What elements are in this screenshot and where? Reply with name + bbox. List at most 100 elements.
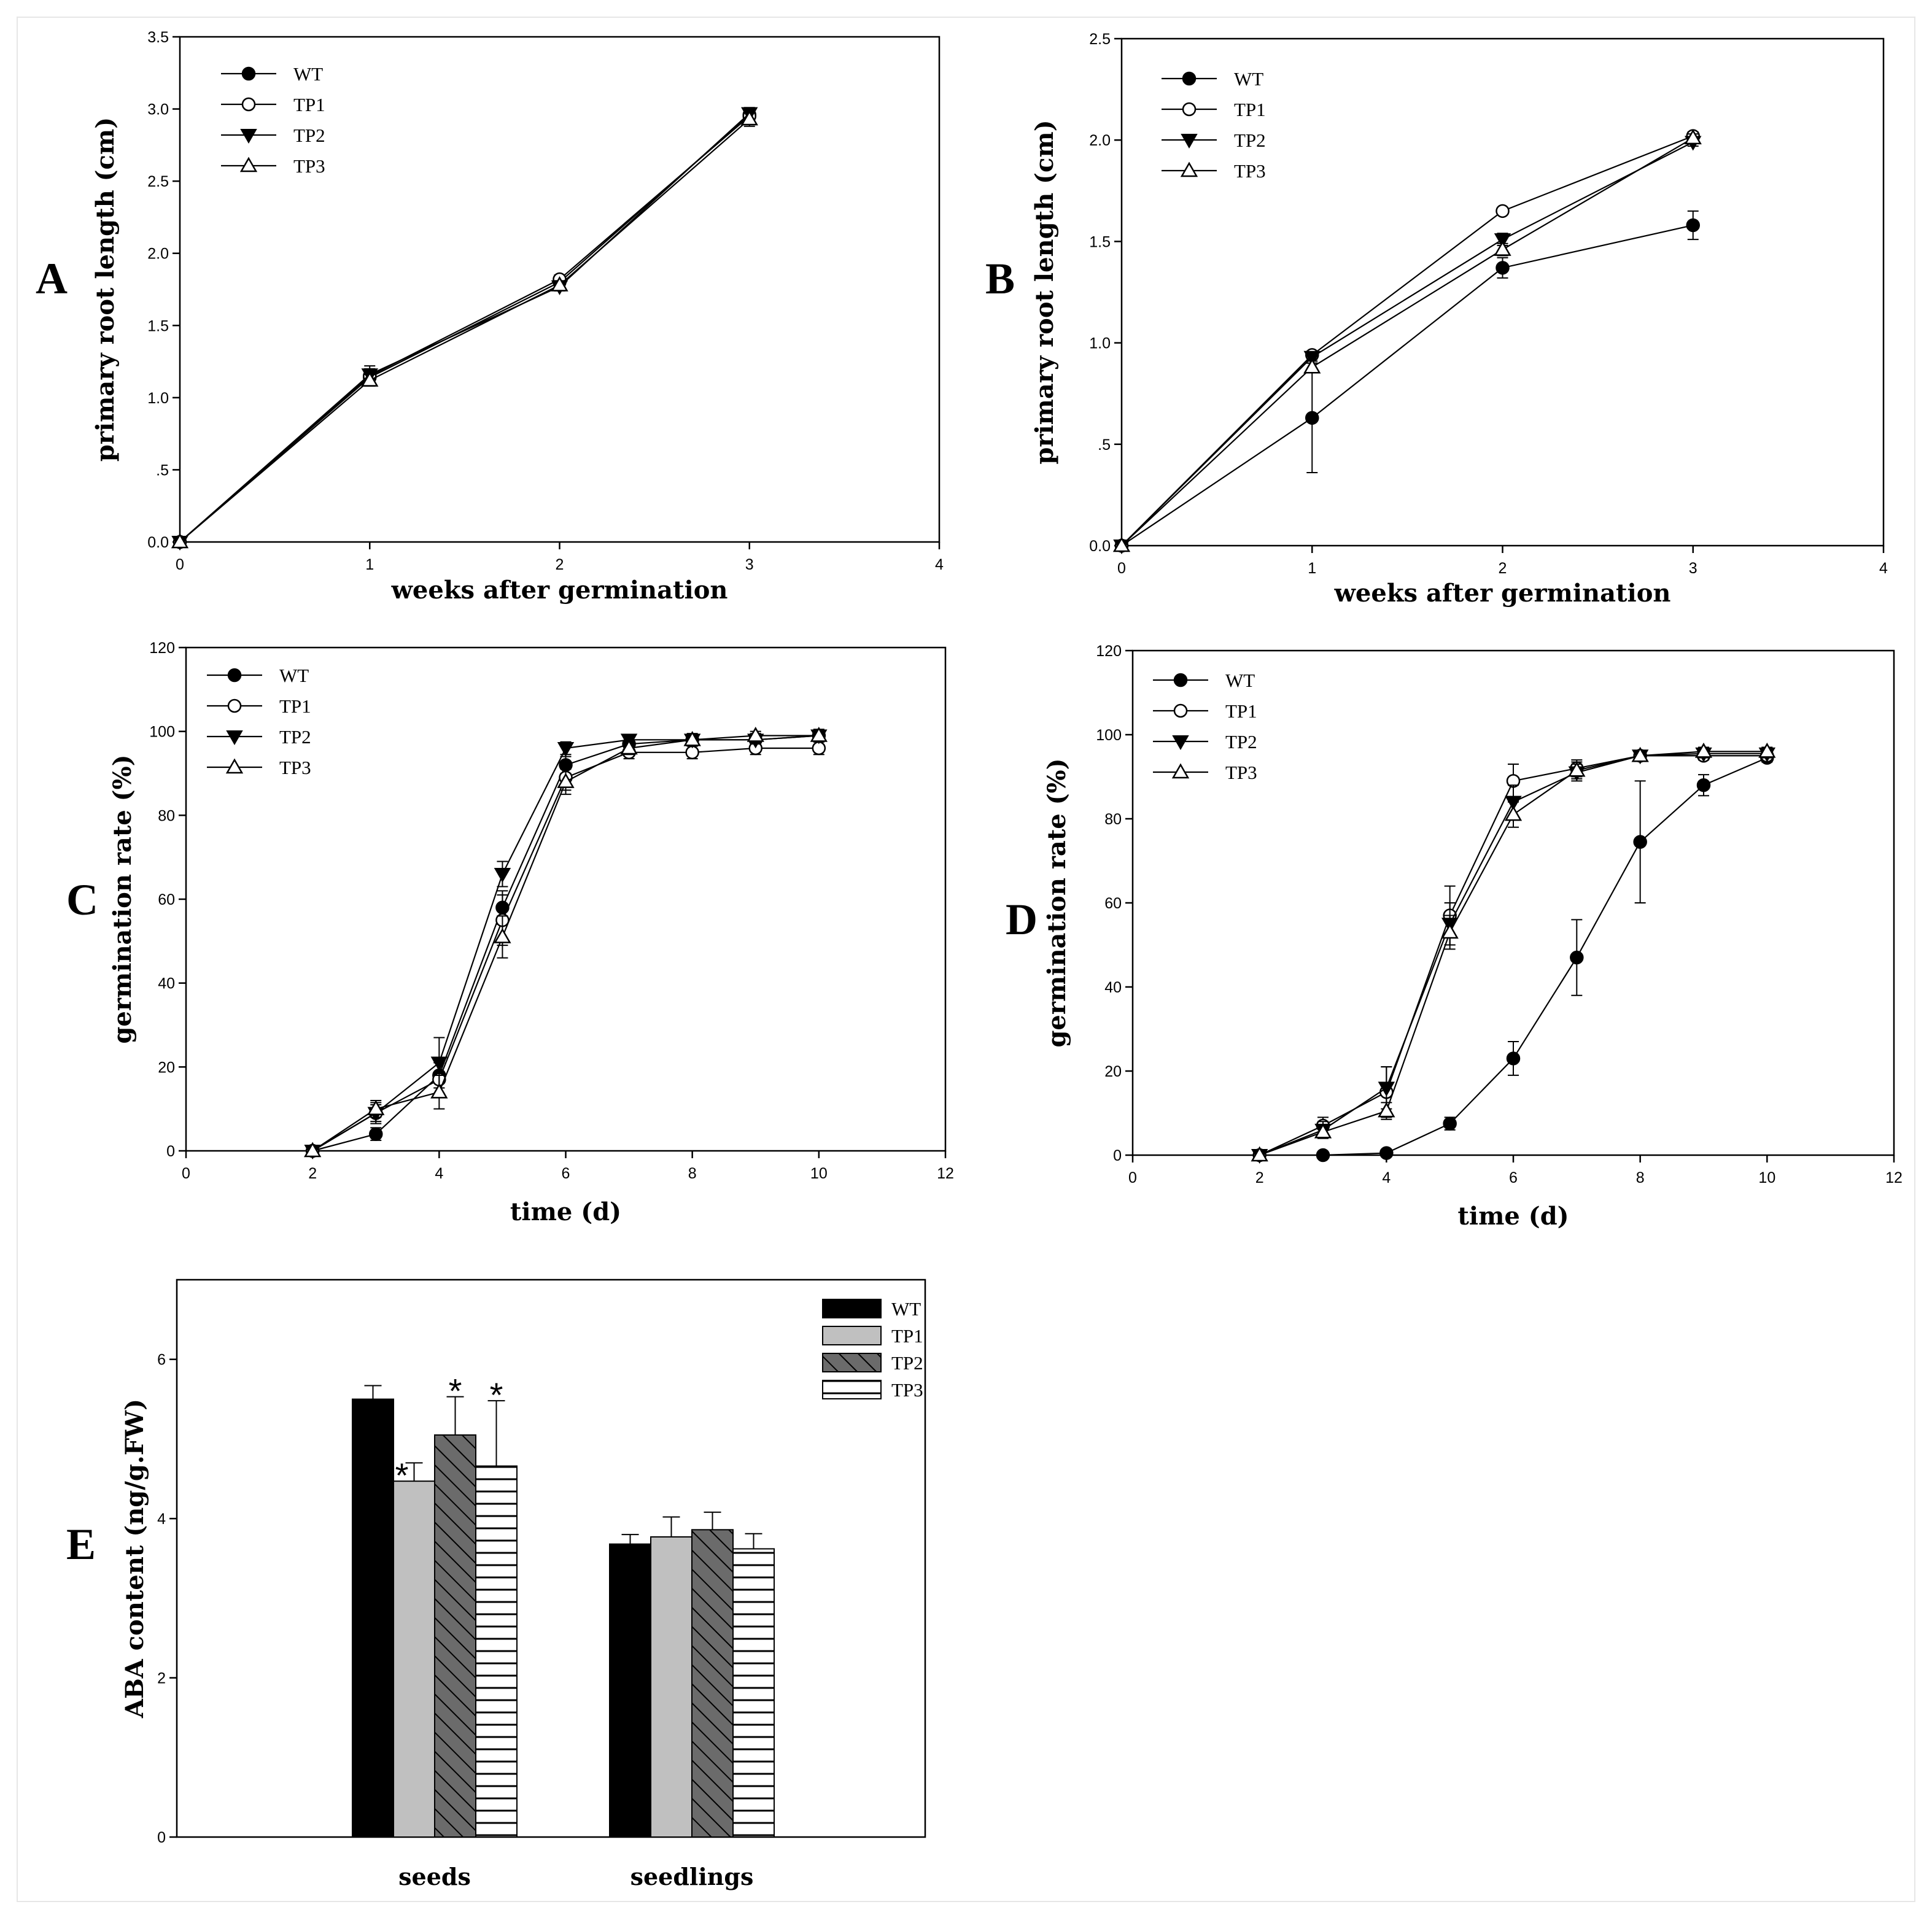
legend-label: TP1 — [293, 94, 325, 115]
y-tick-label: 100 — [149, 724, 175, 741]
y-tick-label: 100 — [1096, 727, 1122, 744]
x-tick-label: 8 — [688, 1165, 697, 1182]
x-tick-label: 0 — [182, 1165, 190, 1182]
series-tp2 — [1113, 136, 1702, 555]
legend-label: TP3 — [1234, 160, 1266, 182]
legend-label: TP1 — [1225, 700, 1257, 722]
series-tp1 — [305, 741, 826, 1158]
series-line — [1121, 137, 1694, 546]
y-tick-label: 1.0 — [147, 390, 169, 407]
data-point — [1494, 241, 1511, 256]
category-label: seeds — [398, 1863, 471, 1890]
y-tick-label: 60 — [1104, 895, 1122, 912]
data-point — [1631, 746, 1649, 762]
x-tick-label: 1 — [1308, 560, 1316, 577]
y-tick-label: 40 — [1104, 979, 1122, 996]
legend-swatch — [822, 1380, 882, 1399]
legend-label: WT — [1225, 670, 1255, 691]
legend-label: TP2 — [891, 1352, 923, 1374]
x-tick-label: 4 — [935, 556, 944, 573]
x-axis-title: weeks after germination — [1334, 579, 1671, 608]
panel-label: B — [985, 254, 1015, 303]
x-tick-label: 2 — [308, 1165, 317, 1182]
significance-marker: * — [395, 1456, 409, 1495]
x-tick-label: 10 — [1758, 1169, 1775, 1186]
data-point — [494, 868, 511, 883]
data-point — [683, 730, 701, 746]
y-axis-title: primary root length (cm) — [1030, 120, 1059, 464]
legend-marker — [240, 129, 257, 144]
series-line — [1121, 135, 1694, 546]
legend: WT TP1 TP2 TP3 — [1153, 670, 1257, 783]
data-point — [430, 1083, 448, 1099]
legend-marker — [1180, 161, 1198, 177]
data-point — [557, 742, 575, 757]
data-point — [1305, 411, 1319, 425]
x-axis-title: time (d) — [1457, 1202, 1569, 1231]
y-tick-label: 3.5 — [147, 29, 169, 46]
x-tick-label: 12 — [937, 1165, 954, 1182]
legend-marker — [1182, 71, 1197, 86]
series-tp3 — [304, 726, 828, 1158]
data-point — [494, 927, 511, 943]
x-axis-title: weeks after germination — [391, 576, 728, 605]
x-tick-label: 8 — [1636, 1169, 1645, 1186]
data-point — [369, 1127, 383, 1141]
y-tick-label: 1.5 — [1089, 233, 1111, 250]
y-tick-label: 0 — [157, 1829, 166, 1846]
legend-label: TP2 — [1225, 731, 1257, 752]
series-tp1: * — [393, 1456, 692, 1838]
y-tick-label: 1.0 — [1089, 335, 1111, 352]
data-point — [1686, 218, 1700, 233]
x-tick-label: 12 — [1885, 1169, 1903, 1186]
series-wt — [1114, 210, 1700, 553]
data-point — [1506, 1051, 1521, 1066]
category-label: seedlings — [630, 1863, 754, 1890]
y-tick-label: 120 — [1096, 643, 1122, 660]
series-wt — [1316, 751, 1774, 1163]
y-tick-label: 2.0 — [147, 246, 169, 263]
data-point — [1694, 742, 1713, 758]
series-tp1 — [1114, 129, 1700, 553]
legend: WT TP1 TP2 TP3 — [822, 1298, 923, 1401]
series-tp3 — [171, 110, 758, 549]
legend-marker — [241, 66, 256, 81]
legend-label: TP3 — [891, 1379, 923, 1401]
series-line — [312, 735, 819, 1151]
legend-swatch — [822, 1326, 882, 1345]
bar — [393, 1480, 435, 1838]
data-point — [171, 533, 189, 549]
legend-label: TP1 — [1234, 99, 1266, 120]
legend-label: TP2 — [279, 726, 311, 748]
legend-marker — [227, 698, 242, 713]
y-axis-title: germination rate (%) — [108, 754, 137, 1043]
data-point — [1684, 129, 1702, 145]
panel-A: 0.0 .5 1.0 1.5 2.0 2.5 3.0 3.5 primary root leng… — [36, 29, 944, 605]
legend: WT TP1 TP2 TP3 — [207, 665, 311, 778]
data-point — [557, 773, 575, 788]
y-axis-title: germination rate (%) — [1042, 758, 1071, 1047]
legend-marker — [225, 758, 244, 774]
y-tick-label: 6 — [157, 1352, 166, 1369]
legend-marker — [1173, 703, 1188, 718]
data-point — [430, 1056, 448, 1072]
plot-frame — [185, 646, 947, 1152]
y-tick-label: 0.0 — [1089, 538, 1111, 555]
legend-label: TP3 — [1225, 762, 1257, 783]
x-axis-title: time (d) — [510, 1197, 621, 1226]
series-line — [1322, 757, 1767, 1156]
series-tp3 — [1251, 742, 1776, 1162]
y-tick-label: 3.0 — [147, 101, 169, 118]
panel-B: 0.0 .5 1.0 1.5 2.0 2.5 primary root length (cm… — [985, 31, 1888, 608]
legend-marker — [241, 97, 256, 112]
y-tick-label: 20 — [158, 1059, 175, 1076]
data-point — [1496, 261, 1510, 275]
y-tick-label: .5 — [156, 462, 169, 479]
plot-frame — [1131, 649, 1895, 1156]
y-tick-label: 0 — [166, 1143, 175, 1160]
legend-marker — [239, 157, 258, 172]
bar — [434, 1434, 476, 1838]
data-point — [1379, 1146, 1394, 1160]
data-point — [747, 726, 764, 742]
y-tick-label: .5 — [1098, 436, 1111, 454]
